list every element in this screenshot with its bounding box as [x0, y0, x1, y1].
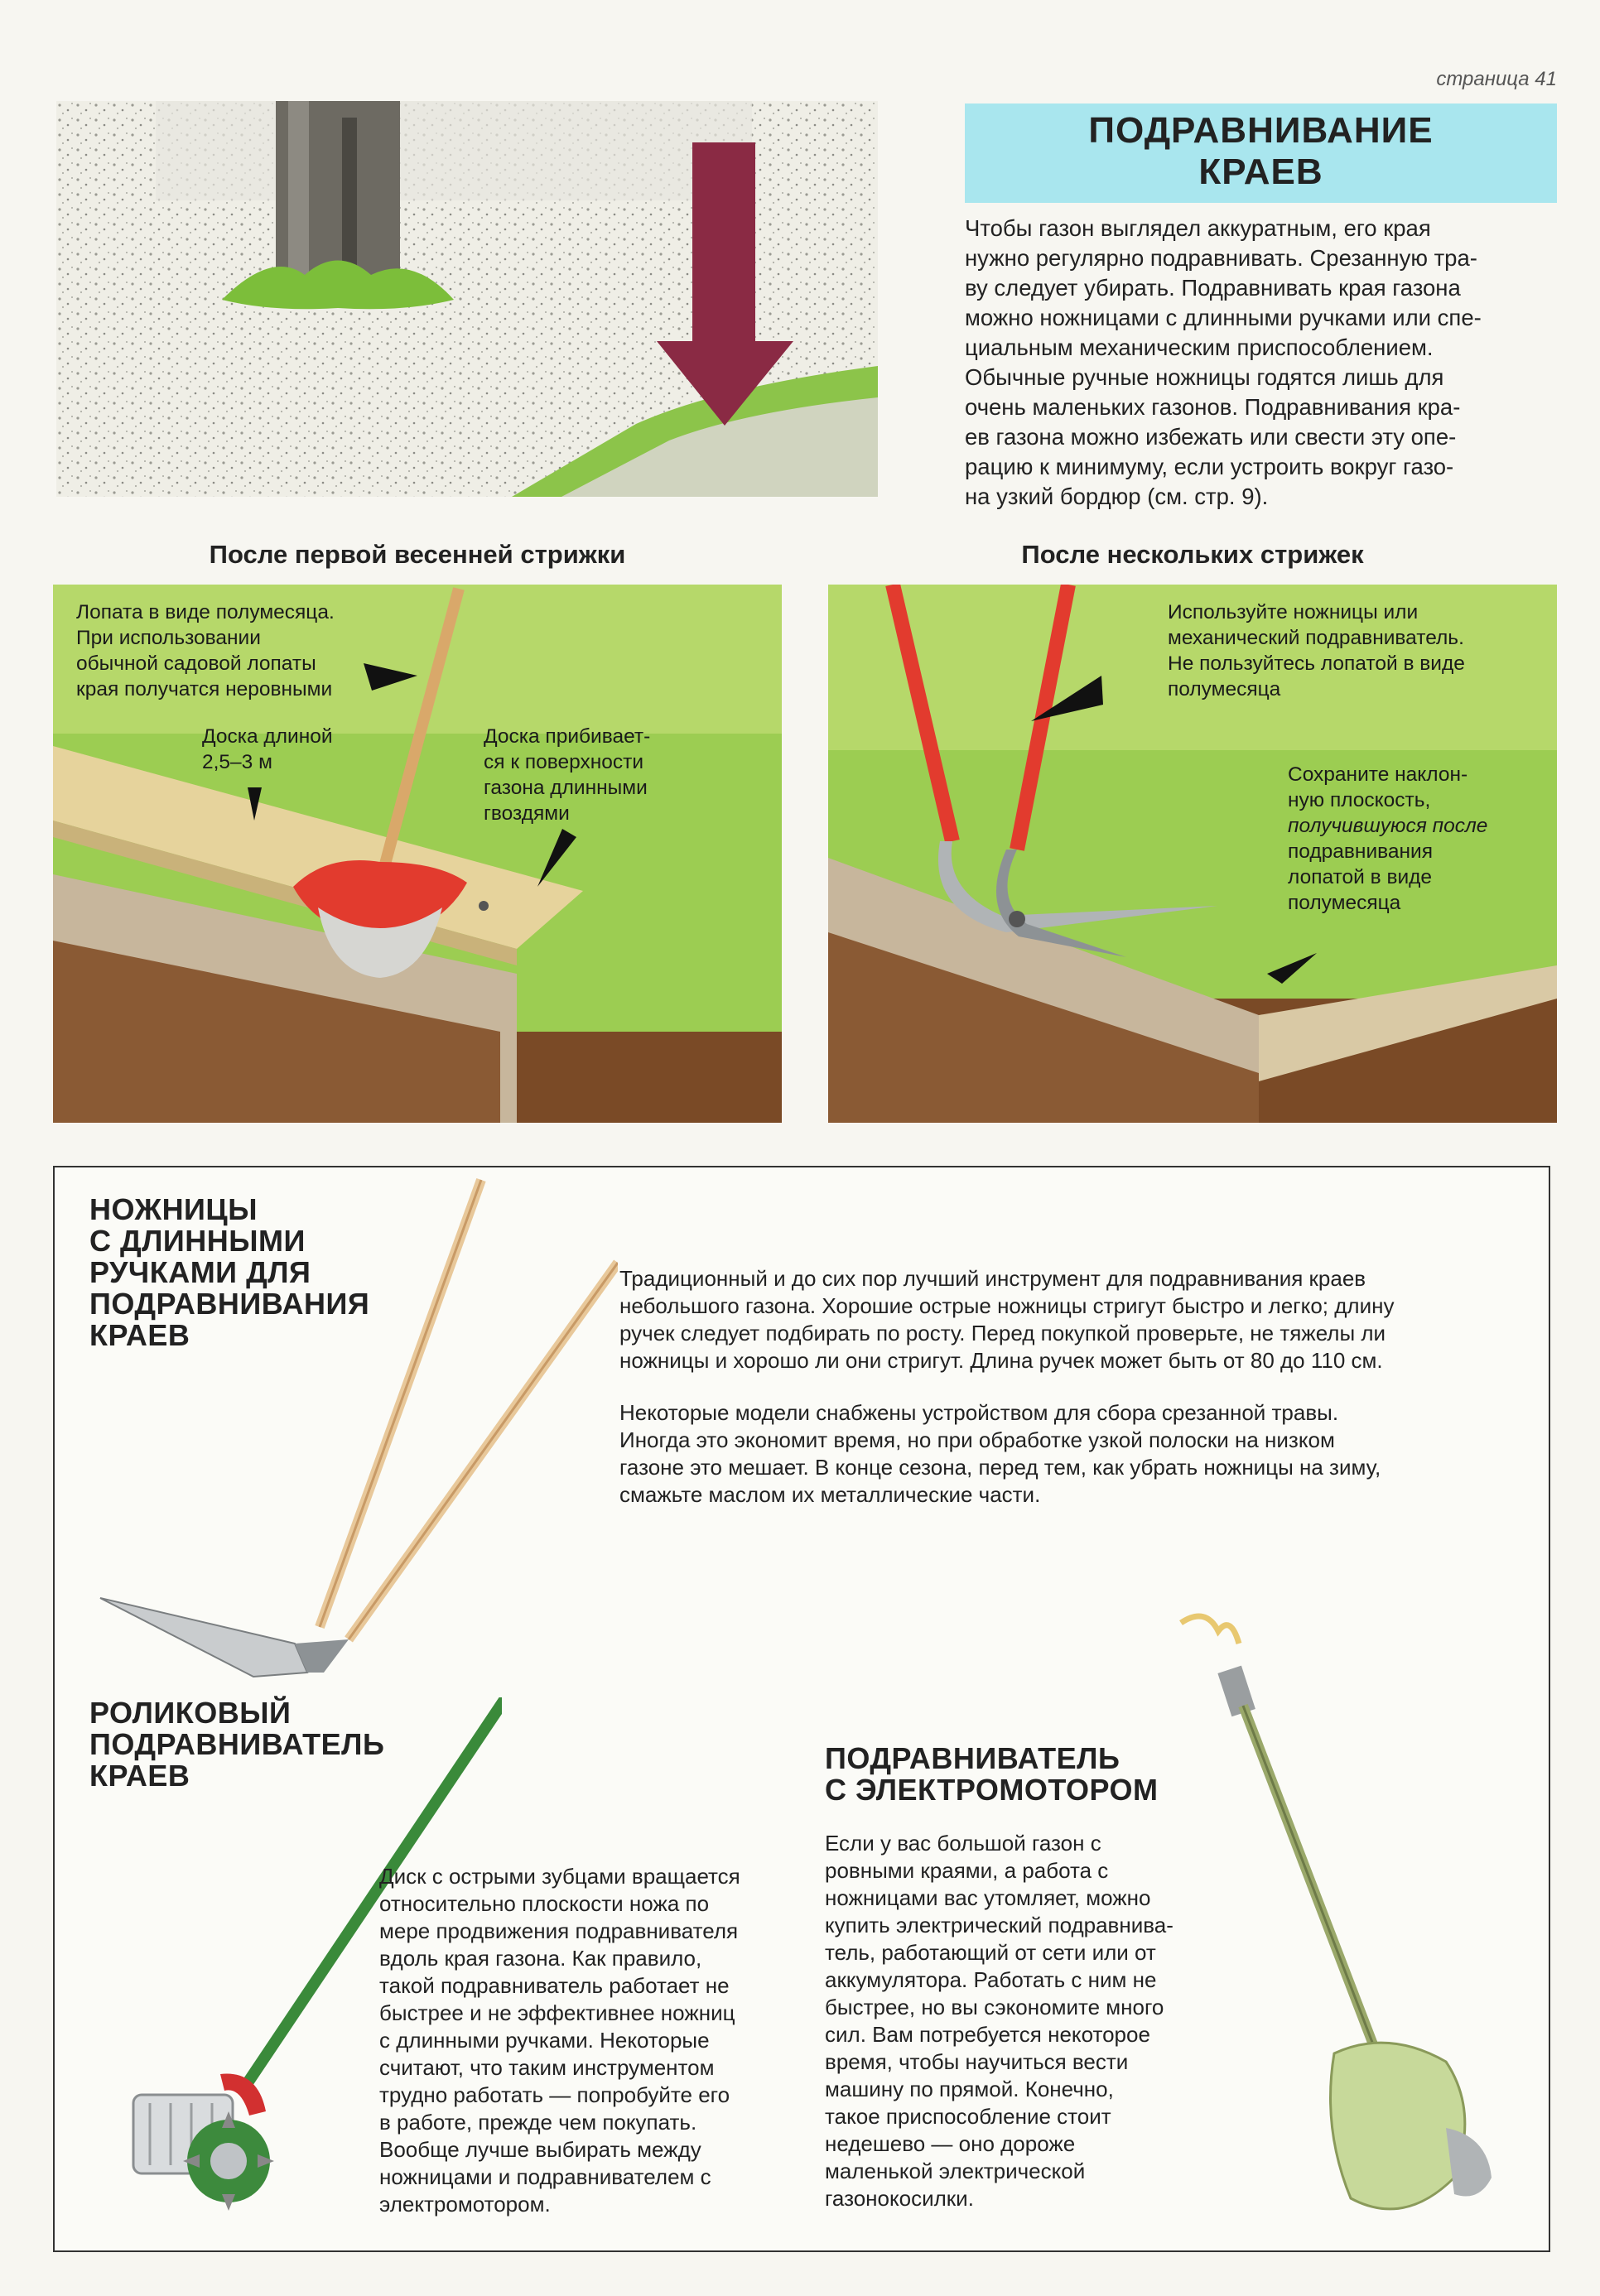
roller-text: Диск с острыми зубцами вращается относит… [379, 1864, 740, 2217]
shears-title: НОЖНИЦЫ С ДЛИННЫМИ РУЧКАМИ ДЛЯ ПОДРАВНИВ… [89, 1192, 370, 1352]
roller-edger-illustration [88, 1697, 502, 2244]
callout-slope: Сохраните наклон- ную плоскость, получив… [1288, 763, 1488, 914]
pointer-slope-icon [1267, 953, 1317, 984]
callout-board: Доска длиной 2,5–3 м [202, 725, 333, 773]
shears-text: Традиционный и до сих пор лучший инструм… [619, 1266, 1395, 1507]
electric-edger-illustration [1173, 1598, 1537, 2252]
left-section-heading: После первой весенней стрижки [209, 540, 626, 569]
callout-nails: Доска прибивает- ся к поверхности газона… [484, 725, 651, 825]
pointer-board-icon [248, 787, 262, 821]
lawn-edge-illustration [56, 101, 878, 497]
shears-edging-illustration: Используйте ножницы или механический под… [828, 585, 1557, 1123]
page-number: страница 41 [1436, 68, 1557, 90]
pointer-shears-icon [1031, 676, 1103, 721]
page-title: ПОДРАВНИВАНИЕ КРАЕВ [965, 103, 1557, 203]
right-section-heading: После нескольких стрижек [1021, 540, 1364, 569]
electric-text: Если у вас большой газон с ровными краям… [825, 1831, 1173, 2211]
roller-title: РОЛИКОВЫЙ ПОДРАВНИВАТЕЛЬ КРАЕВ [89, 1696, 385, 1793]
pointer-spade-icon [364, 663, 417, 691]
electric-title: ПОДРАВНИВАТЕЛЬ С ЭЛЕКТРОМОТОРОМ [825, 1741, 1159, 1807]
intro-text: Чтобы газон выглядел аккуратным, его кра… [965, 215, 1482, 509]
spade-edging-illustration: Лопата в виде полумесяца. При использова… [53, 585, 782, 1123]
tools-section: НОЖНИЦЫ С ДЛИННЫМИ РУЧКАМИ ДЛЯ ПОДРАВНИВ… [53, 1166, 1550, 2252]
long-handled-shears-illustration [88, 1167, 618, 1697]
arrow-down-icon [657, 341, 793, 426]
callout-spade: Лопата в виде полумесяца. При использова… [76, 601, 335, 700]
callout-shears: Используйте ножницы или механический под… [1168, 601, 1465, 700]
pointer-nail-icon [537, 829, 576, 887]
